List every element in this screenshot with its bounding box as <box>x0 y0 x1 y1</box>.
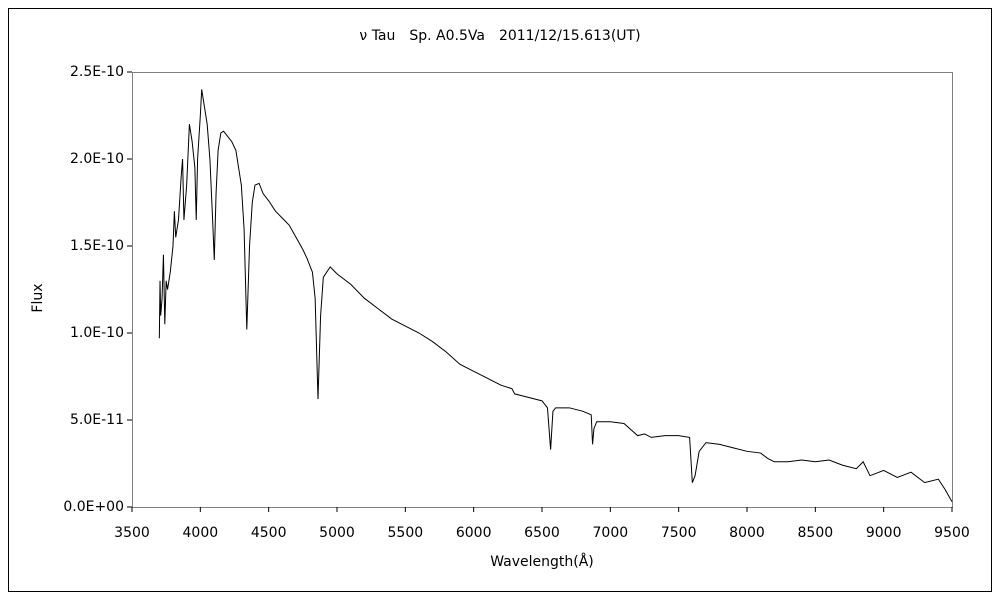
chart-title: ν Tau Sp. A0.5Va 2011/12/15.613(UT) <box>359 28 640 44</box>
x-tick-label: 3500 <box>114 525 150 541</box>
spectrum-line <box>158 89 953 503</box>
y-tick-label: 2.0E-10 <box>70 151 124 167</box>
x-axis-label: Wavelength(Å) <box>490 553 594 570</box>
x-tick-label: 6500 <box>524 525 560 541</box>
x-tick-label: 8000 <box>729 525 765 541</box>
x-tick-label: 6000 <box>456 525 492 541</box>
chart-frame <box>8 8 992 592</box>
x-tick-label: 7500 <box>661 525 697 541</box>
x-tick-label: 8500 <box>798 525 834 541</box>
x-tick-label: 5500 <box>388 525 424 541</box>
y-tick-label: 1.5E-10 <box>70 238 124 254</box>
x-tick-label: 9000 <box>866 525 902 541</box>
y-tick-label: 0.0E+00 <box>63 499 124 515</box>
x-tick-label: 5000 <box>319 525 355 541</box>
y-tick-label: 5.0E-11 <box>70 412 124 428</box>
x-tick-label: 7000 <box>593 525 629 541</box>
y-axis-label: Flux <box>30 283 46 312</box>
x-tick-label: 4000 <box>183 525 219 541</box>
y-tick-label: 2.5E-10 <box>70 64 124 80</box>
y-tick-label: 1.0E-10 <box>70 325 124 341</box>
x-tick-label: 4500 <box>251 525 287 541</box>
x-tick-label: 9500 <box>934 525 970 541</box>
